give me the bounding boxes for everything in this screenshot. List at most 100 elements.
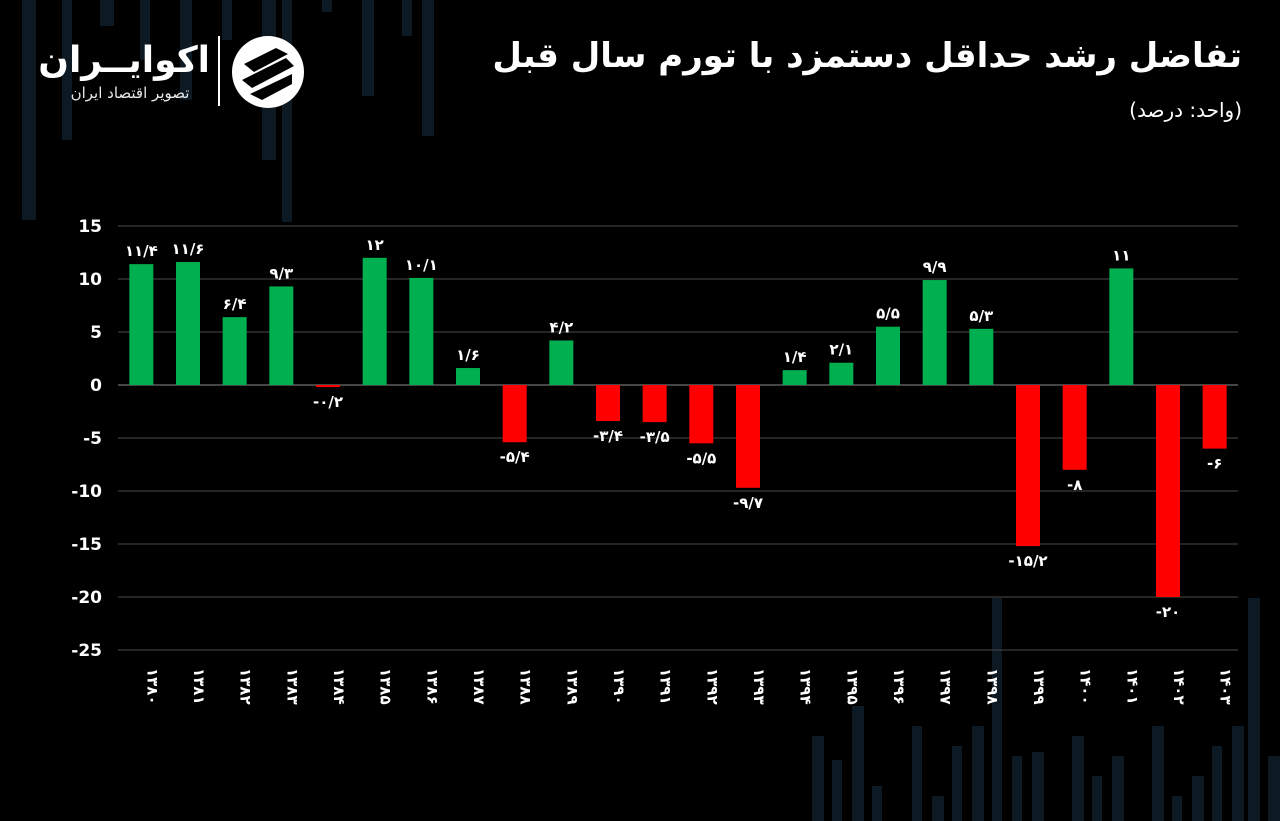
bar	[176, 262, 200, 385]
bar	[1156, 385, 1180, 597]
data-label: ۵/۳	[969, 307, 993, 325]
y-tick-label: -20	[71, 588, 102, 608]
decoration-bar	[1248, 598, 1260, 821]
x-tick-label: ۱۳۸۲	[237, 668, 255, 705]
x-tick-label: ۱۳۹۴	[797, 668, 815, 705]
y-tick-label: -5	[83, 429, 102, 449]
x-tick-label: ۱۴۰۱	[1123, 668, 1141, 705]
data-label: ۹/۳	[269, 264, 293, 282]
decoration-bar	[972, 726, 984, 821]
data-label: -۰/۲	[313, 393, 343, 411]
x-tick-label: ۱۳۹۷	[937, 668, 955, 705]
brand-block: اکوایــران تصویر اقتصاد ایران	[38, 36, 320, 116]
bar	[456, 368, 480, 385]
bar	[1016, 385, 1040, 547]
bar	[1202, 385, 1227, 449]
decoration-bar	[852, 706, 864, 821]
data-label: -۸	[1067, 476, 1082, 494]
decoration-bar	[22, 0, 36, 220]
decoration-bar	[1268, 756, 1280, 821]
decoration-bar	[1072, 736, 1084, 821]
grid-lines	[118, 225, 1238, 651]
decoration-bar	[1032, 752, 1044, 821]
data-label: ۱/۴	[783, 348, 807, 366]
x-tick-label: ۱۳۸۰	[143, 668, 161, 705]
decoration-bar	[140, 0, 150, 60]
bar	[409, 277, 434, 385]
data-label: -۶	[1207, 455, 1222, 473]
bar	[316, 385, 340, 388]
x-tick-label: ۱۳۹۶	[890, 668, 908, 705]
bar	[362, 257, 387, 385]
data-label: ۱۱/۴	[125, 242, 158, 260]
bar	[969, 328, 994, 385]
decoration-bar	[362, 0, 374, 96]
x-tick-label: ۱۴۰۲	[1170, 668, 1188, 705]
data-label: -۵/۴	[500, 448, 530, 466]
decoration-bar	[282, 0, 292, 222]
y-tick-label: 15	[78, 217, 102, 237]
bar	[829, 362, 854, 385]
chart-title: تفاضل رشد حداقل دستمزد با تورم سال قبل	[492, 36, 1242, 76]
decoration-bar	[1212, 746, 1222, 821]
bar	[1062, 385, 1087, 470]
x-tick-label: ۱۳۹۱	[657, 668, 675, 705]
decoration-bar	[100, 0, 114, 26]
x-tick-label: ۱۳۹۵	[843, 668, 861, 705]
chart-unit-subtitle: (واحد: درصد)	[1129, 98, 1242, 122]
decoration-bar	[1152, 726, 1164, 821]
data-label: ۱۲	[366, 236, 384, 254]
data-label: ۱/۶	[456, 346, 480, 364]
data-label: ۴/۲	[549, 318, 573, 336]
bar	[782, 370, 807, 385]
decoration-bar	[1192, 776, 1204, 821]
data-label: ۵/۵	[876, 305, 900, 323]
bar	[502, 385, 527, 443]
bar	[689, 385, 714, 444]
decoration-bar	[322, 0, 332, 12]
bar	[876, 326, 900, 385]
x-tick-label: ۱۳۸۳	[283, 668, 301, 705]
x-tick-label: ۱۴۰۰	[1077, 668, 1095, 705]
data-labels: ۱۱/۴ ۱۱/۶ ۶/۴ ۹/۳ -۰/۲ ۱۲ ۱۰/۱ ۱/۶ -۵/۴ ۴/۲ -۳/۴ -۳…	[125, 236, 1223, 621]
decoration-bar	[180, 0, 192, 100]
data-label: -۳/۵	[640, 428, 670, 446]
data-label: -۹/۷	[733, 494, 763, 512]
bar	[269, 286, 294, 385]
data-label: ۱۱/۶	[172, 240, 205, 258]
data-label: -۵/۵	[686, 449, 716, 467]
bar	[1109, 268, 1134, 385]
brand-divider	[218, 36, 220, 106]
x-tick-label: ۱۳۸۶	[423, 668, 441, 705]
bars	[129, 257, 1227, 597]
bar	[596, 385, 620, 422]
bar	[549, 340, 574, 385]
decoration-bar	[1012, 756, 1022, 821]
x-tick-label: ۱۳۸۱	[190, 668, 208, 705]
decoration-bar	[952, 746, 962, 821]
y-tick-label: 0	[90, 376, 102, 396]
data-label: ۱۱	[1112, 246, 1130, 264]
y-axis-ticks: 15 10 5 0 -5 -10 -15 -20 -25	[71, 217, 102, 661]
decoration-bar	[992, 598, 1002, 821]
x-tick-label: ۱۳۹۹	[1030, 668, 1048, 705]
decoration-bar	[1232, 726, 1244, 821]
bar	[129, 264, 154, 385]
decoration-bar	[62, 0, 72, 140]
decoration-bar	[932, 796, 944, 821]
x-tick-label: ۱۳۸۵	[377, 668, 395, 705]
data-label: ۹/۹	[923, 258, 947, 276]
x-tick-label: ۱۳۸۴	[330, 668, 348, 705]
brand-logo-icon	[232, 36, 304, 108]
x-tick-label: ۱۳۸۸	[517, 668, 535, 705]
data-label: ۱۰/۱	[405, 256, 438, 274]
x-tick-label: ۱۳۸۷	[470, 668, 488, 705]
bar	[642, 385, 667, 423]
y-tick-label: 10	[78, 270, 102, 290]
bar	[222, 317, 247, 385]
data-label: -۲۰	[1156, 603, 1181, 621]
decoration-bar	[402, 0, 412, 36]
decoration-bar	[872, 786, 882, 821]
